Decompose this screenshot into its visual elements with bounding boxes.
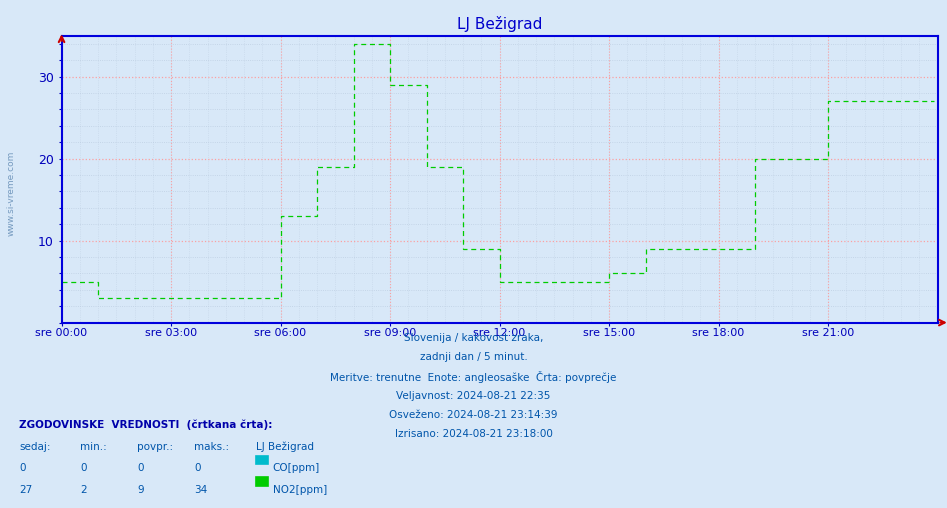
Text: povpr.:: povpr.:	[137, 442, 173, 452]
Text: 0: 0	[194, 463, 201, 473]
Text: LJ Bežigrad: LJ Bežigrad	[256, 442, 313, 453]
Text: 2: 2	[80, 485, 87, 495]
Text: Izrisano: 2024-08-21 23:18:00: Izrisano: 2024-08-21 23:18:00	[395, 429, 552, 439]
Title: LJ Bežigrad: LJ Bežigrad	[456, 16, 543, 31]
Text: zadnji dan / 5 minut.: zadnji dan / 5 minut.	[420, 352, 527, 362]
Text: min.:: min.:	[80, 442, 107, 452]
Text: www.si-vreme.com: www.si-vreme.com	[7, 150, 16, 236]
Text: Slovenija / kakovost zraka,: Slovenija / kakovost zraka,	[403, 333, 544, 343]
Text: Osveženo: 2024-08-21 23:14:39: Osveženo: 2024-08-21 23:14:39	[389, 410, 558, 420]
Text: Meritve: trenutne  Enote: angleosaške  Črta: povprečje: Meritve: trenutne Enote: angleosaške Črt…	[331, 371, 616, 384]
Text: 27: 27	[19, 485, 32, 495]
Text: NO2[ppm]: NO2[ppm]	[273, 485, 327, 495]
Text: 0: 0	[80, 463, 87, 473]
Text: Veljavnost: 2024-08-21 22:35: Veljavnost: 2024-08-21 22:35	[396, 391, 551, 401]
Text: 0: 0	[19, 463, 26, 473]
Text: ZGODOVINSKE  VREDNOSTI  (črtkana črta):: ZGODOVINSKE VREDNOSTI (črtkana črta):	[19, 419, 273, 430]
Text: sedaj:: sedaj:	[19, 442, 50, 452]
Text: 34: 34	[194, 485, 207, 495]
Text: maks.:: maks.:	[194, 442, 229, 452]
Text: 9: 9	[137, 485, 144, 495]
Text: 0: 0	[137, 463, 144, 473]
Text: CO[ppm]: CO[ppm]	[273, 463, 320, 473]
